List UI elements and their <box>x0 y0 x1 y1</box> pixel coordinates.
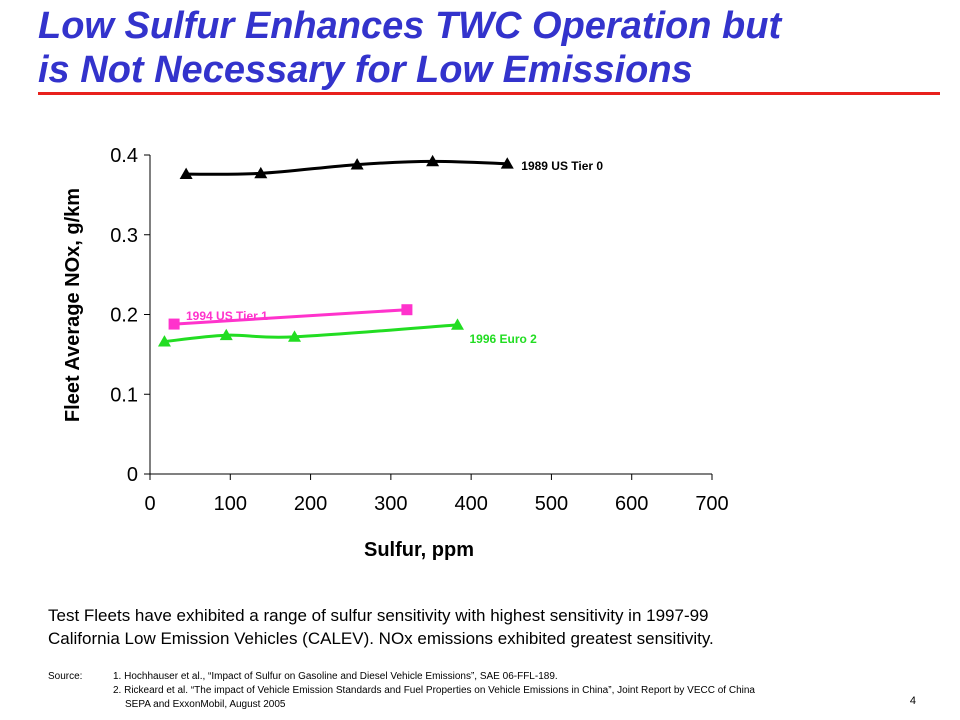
source-label: Source: <box>48 671 83 682</box>
x-tick-label: 500 <box>535 493 568 515</box>
title-rule <box>38 92 940 95</box>
x-tick-label: 400 <box>454 493 487 515</box>
x-tick-label: 100 <box>214 493 247 515</box>
data-point-1996-euro-2 <box>450 318 464 330</box>
source-ref-1: 1. Hochhauser et al., “Impact of Sulfur … <box>113 671 558 682</box>
x-tick-label: 300 <box>374 493 407 515</box>
x-tick-label: 200 <box>294 493 327 515</box>
source-ref-2: 2. Rickeard et al. “The impact of Vehicl… <box>113 685 755 696</box>
data-point-1989-us-tier-0 <box>179 167 193 180</box>
data-point-1994-us-tier-1 <box>168 318 180 330</box>
caption-line-1: Test Fleets have exhibited a range of su… <box>48 606 709 625</box>
y-tick-label: 0.2 <box>110 305 138 327</box>
data-point-1996-euro-2 <box>157 335 171 347</box>
x-tick-label: 700 <box>695 493 728 515</box>
source-ref-2-cont: SEPA and ExxonMobil, August 2005 <box>125 699 286 710</box>
data-point-1994-us-tier-1 <box>401 304 413 316</box>
y-axis-title: Fleet Average NOx, g/km <box>62 188 84 422</box>
slide-title-line-1: Low Sulfur Enhances TWC Operation but <box>38 5 782 47</box>
caption: Test Fleets have exhibited a range of su… <box>48 604 938 650</box>
series-line-1996-euro-2 <box>164 323 458 344</box>
series-label-1996-euro-2: 1996 Euro 2 <box>469 332 537 346</box>
slide-title: Low Sulfur Enhances TWC Operation but is… <box>38 4 938 92</box>
data-point-1989-us-tier-0 <box>500 157 514 169</box>
slide-title-line-2: is Not Necessary for Low Emissions <box>38 49 693 91</box>
data-point-1989-us-tier-0 <box>254 166 268 179</box>
caption-line-2: California Low Emission Vehicles (CALEV)… <box>48 629 714 648</box>
data-point-1996-euro-2 <box>288 330 302 342</box>
series-line-1994-us-tier-1 <box>173 308 408 326</box>
y-tick-label: 0.3 <box>110 225 138 247</box>
page-number: 4 <box>909 695 916 707</box>
data-point-1989-us-tier-0 <box>426 154 440 167</box>
series-line-1989-us-tier-0 <box>186 159 508 176</box>
nox-vs-sulfur-chart: 0 0.1 0.2 0.3 0.4 0 100 200 300 400 500 600 700 Sulfu… <box>62 145 729 561</box>
x-axis-title: Sulfur, ppm <box>364 539 474 561</box>
series-label-1989-us-tier-0: 1989 US Tier 0 <box>521 159 603 173</box>
data-point-1996-euro-2 <box>219 328 233 341</box>
y-tick-label: 0.4 <box>110 145 138 167</box>
x-tick-label: 0 <box>144 493 155 515</box>
series-label-1994-us-tier-1: 1994 US Tier 1 <box>186 309 268 323</box>
y-tick-label: 0.1 <box>110 384 138 406</box>
data-point-1989-us-tier-0 <box>350 158 364 170</box>
x-tick-label: 600 <box>615 493 648 515</box>
y-tick-label: 0 <box>127 464 138 486</box>
